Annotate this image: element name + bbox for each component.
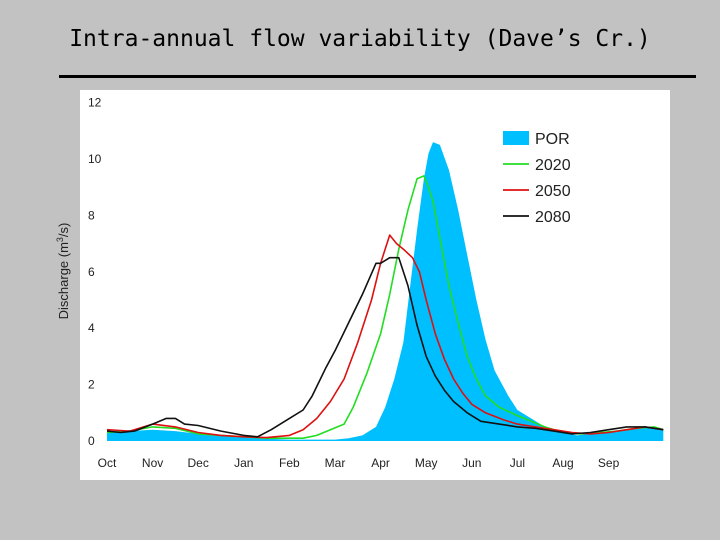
y-tick-label: 8 [88,208,95,222]
plot-layer [106,142,664,441]
y-tick-label: 0 [88,434,95,448]
x-tick-label: Jul [510,456,525,470]
y-tick-label: 4 [88,321,95,335]
x-tick-label: Oct [98,456,117,470]
legend-label-por: POR [535,131,570,148]
y-axis-ticks: 0 2 4 6 8 10 12 [88,96,102,448]
series-line-2080 [106,256,664,438]
x-tick-label: May [415,456,438,470]
title-underline [59,75,696,78]
x-tick-label: Jan [234,456,253,470]
x-tick-label: Apr [371,456,390,470]
y-tick-label: 6 [88,265,95,279]
x-tick-label: Mar [325,456,346,470]
legend-swatch-por [503,131,529,145]
x-tick-label: Aug [552,456,573,470]
legend: POR 2020 2050 2080 [503,131,571,226]
legend-label-2050: 2050 [535,183,571,200]
x-tick-label: Feb [279,456,300,470]
x-axis-ticks: Oct Nov Dec Jan Feb Mar Apr May Jun Jul Aug Sep [98,456,620,470]
x-tick-label: Nov [142,456,163,470]
y-tick-label: 2 [88,378,95,392]
x-tick-label: Dec [188,456,209,470]
x-tick-label: Sep [598,456,620,470]
y-tick-label: 12 [88,96,102,110]
y-axis-label: Discharge (m3/s) [55,223,71,320]
series-line-2050 [106,234,664,439]
legend-label-2020: 2020 [535,157,571,174]
y-tick-label: 10 [88,152,102,166]
slide-title: Intra-annual flow variability (Dave’s Cr… [69,26,651,52]
legend-label-2080: 2080 [535,209,571,226]
x-tick-label: Jun [462,456,481,470]
